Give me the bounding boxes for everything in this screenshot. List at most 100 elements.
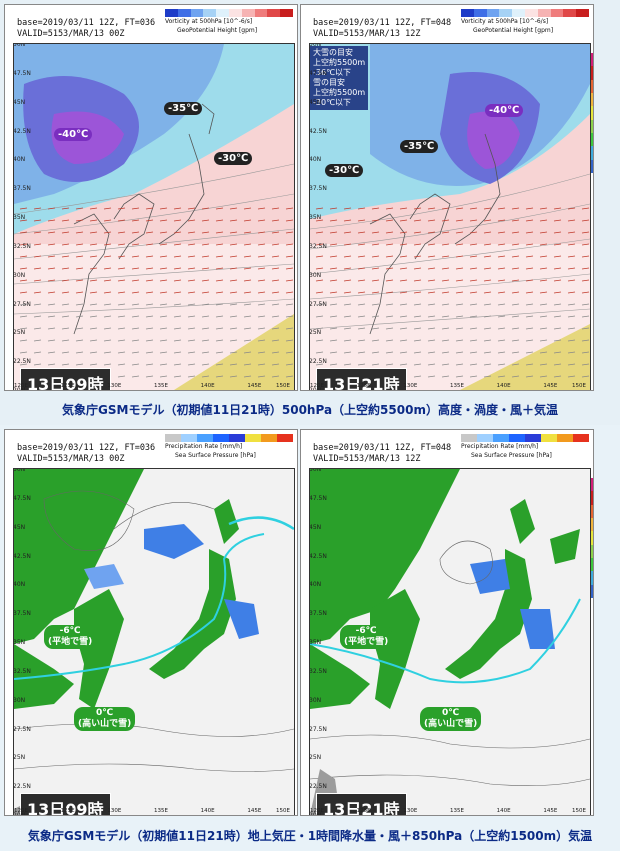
wind-arrow: [61, 327, 70, 330]
wind-arrow: [61, 243, 70, 246]
wind-arrow: [47, 207, 56, 210]
wind-arrow: [567, 339, 576, 342]
wind-arrow: [257, 339, 266, 342]
wind-arrow: [229, 291, 238, 294]
wind-colorbar: [591, 478, 593, 598]
wind-arrow: [441, 363, 450, 366]
wind-arrow: [271, 291, 280, 294]
wind-arrow: [75, 207, 84, 210]
longitude-label: 120E: [310, 383, 324, 389]
wind-arrow: [271, 351, 280, 354]
wind-arrow: [75, 363, 84, 366]
wind-arrow: [285, 219, 294, 222]
latitude-label: 20N: [309, 812, 322, 816]
wind-arrow: [497, 219, 506, 222]
wind-arrow: [399, 303, 408, 306]
wind-arrow: [553, 327, 562, 330]
wind-arrow: [371, 327, 380, 330]
wind-arrow: [75, 255, 84, 258]
wind-arrow: [525, 279, 534, 282]
wind-arrow: [581, 279, 590, 282]
wind-arrow: [47, 255, 56, 258]
wind-arrow: [427, 327, 436, 330]
wind-arrow: [343, 207, 352, 210]
wind-arrow: [103, 219, 112, 222]
surface-map-right: -6℃ (平地で雪) 0℃ (高い山で雪) 13日21時 50N 47.5N 45N…: [309, 468, 591, 816]
wind-arrow: [357, 267, 366, 270]
wind-arrow: [511, 339, 520, 342]
wind-arrow: [581, 363, 590, 366]
wind-arrow: [469, 243, 478, 246]
wind-arrow: [243, 279, 252, 282]
latitude-label: 25N: [309, 754, 322, 762]
wind-arrow: [201, 327, 210, 330]
wind-arrow: [497, 255, 506, 258]
wind-arrow: [285, 291, 294, 294]
wind-arrow: [173, 267, 182, 270]
wind-arrow: [145, 243, 154, 246]
wind-arrow: [187, 279, 196, 282]
latitude-label: 32.5N: [309, 242, 327, 250]
wind-arrow: [539, 339, 548, 342]
wind-arrow: [455, 363, 464, 366]
wind-arrow: [75, 327, 84, 330]
longitude-label: 125E: [356, 808, 371, 814]
panel-header: base=2019/03/11 12Z, FT=048 VALID=5153/M…: [301, 430, 593, 468]
wind-arrow: [61, 315, 70, 318]
wind-arrow: [525, 219, 534, 222]
wind-arrow: [215, 267, 224, 270]
wind-arrow: [173, 291, 182, 294]
wind-arrow: [329, 267, 338, 270]
latitude-label: 27.5N: [13, 725, 31, 733]
wind-arrow: [413, 351, 422, 354]
wind-arrow: [75, 315, 84, 318]
wind-arrow: [271, 279, 280, 282]
wind-arrow: [243, 267, 252, 270]
wind-arrow: [413, 279, 422, 282]
colorbar-swatch: [165, 434, 181, 442]
wind-arrow: [103, 327, 112, 330]
temp-label-minus40: -40℃: [485, 104, 524, 117]
wind-arrow: [257, 231, 266, 234]
wind-arrow: [511, 219, 520, 222]
wind-arrow: [399, 363, 408, 366]
wind-arrow: [229, 207, 238, 210]
wind-arrow: [357, 291, 366, 294]
wind-arrow: [329, 243, 338, 246]
wind-arrow: [469, 351, 478, 354]
wind-arrow: [427, 219, 436, 222]
wind-arrow: [483, 207, 492, 210]
wind-arrow: [483, 231, 492, 234]
wind-arrow: [525, 291, 534, 294]
wind-arrow: [19, 291, 28, 294]
wind-arrow: [187, 291, 196, 294]
wind-arrow: [483, 363, 492, 366]
wind-arrow: [103, 255, 112, 258]
wind-arrow: [215, 279, 224, 282]
bubble-temp: -6℃: [355, 626, 377, 636]
wind-arrow: [243, 219, 252, 222]
wind-arrow: [131, 339, 140, 342]
wind-arrow: [229, 279, 238, 282]
wind-arrow: [539, 231, 548, 234]
wind-arrow: [413, 315, 422, 318]
precip-colorbar: [461, 434, 589, 442]
wind-arrow: [497, 279, 506, 282]
wind-swatch: [591, 544, 593, 558]
colorbar-swatch: [241, 9, 255, 17]
wind-arrow: [243, 255, 252, 258]
wind-arrow: [145, 207, 154, 210]
wind-arrow: [131, 363, 140, 366]
wind-arrow: [61, 207, 70, 210]
latitude-label: 27.5N: [309, 300, 327, 308]
wind-arrow: [511, 363, 520, 366]
latitude-label: 22.5N: [13, 358, 31, 366]
wind-arrow: [117, 291, 126, 294]
latitude-label: 45N: [13, 523, 26, 531]
latitude-label: 40N: [309, 581, 322, 589]
latitude-label: 45N: [309, 523, 322, 531]
wind-arrow: [271, 315, 280, 318]
wind-arrow: [455, 255, 464, 258]
wind-arrow: [371, 351, 380, 354]
wind-arrow: [257, 303, 266, 306]
